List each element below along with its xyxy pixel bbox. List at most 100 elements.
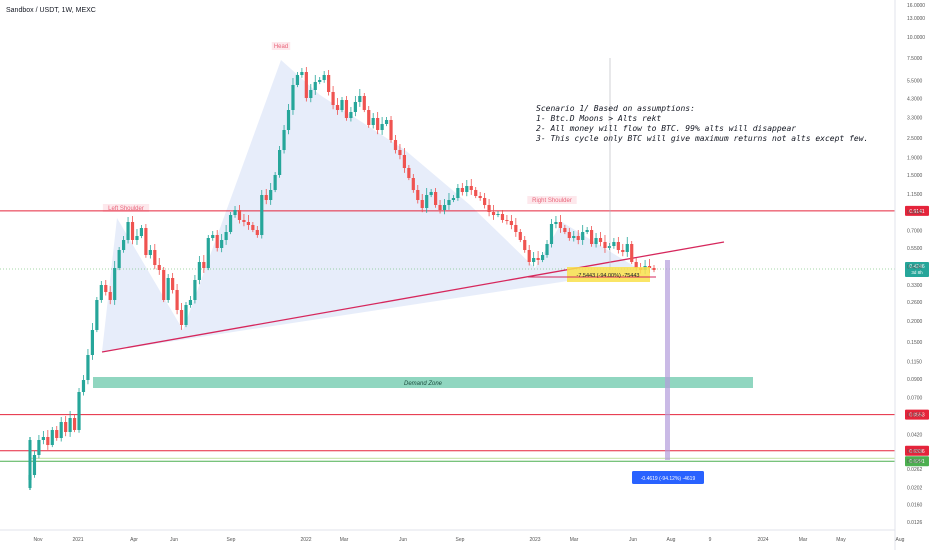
- current-price-label: 0.4246: [909, 264, 925, 270]
- candle-body: [41, 437, 45, 440]
- pattern-label: Left Shoulder: [108, 206, 144, 212]
- time-tick-label: Sep: [456, 537, 465, 543]
- price-tick-label: 0.5500: [907, 246, 923, 252]
- candle-body: [211, 235, 215, 238]
- candle-body: [269, 190, 273, 200]
- price-tick-label: 0.4246: [907, 265, 923, 271]
- candle-body: [527, 250, 531, 262]
- price-tick-label: 16.0000: [907, 3, 925, 9]
- candle-body: [55, 430, 59, 438]
- candle-body: [420, 200, 424, 208]
- price-tick-label: 0.0553: [907, 413, 923, 419]
- candle-body: [327, 75, 331, 92]
- candle-body: [32, 455, 37, 475]
- candle-body: [331, 92, 335, 105]
- price-tick-label: 3.3000: [907, 116, 923, 122]
- candle-body: [309, 90, 313, 98]
- demand-zone-label: Demand Zone: [404, 381, 443, 387]
- candle-body: [233, 210, 237, 215]
- candle-body: [576, 236, 580, 240]
- candle-body: [171, 278, 175, 290]
- price-tick-label: 0.0202: [907, 486, 923, 492]
- candle-body: [224, 232, 228, 240]
- time-tick-label: Aug: [896, 537, 905, 543]
- pattern-label-bg: [271, 42, 291, 50]
- time-tick-label: Jun: [170, 537, 178, 543]
- candle-body: [126, 222, 130, 240]
- candle-body: [532, 258, 536, 262]
- measure-box-2: [632, 471, 704, 484]
- measure-box-1: [567, 267, 650, 282]
- candle-body: [447, 200, 451, 205]
- candle-body: [130, 222, 135, 240]
- candle-body: [246, 222, 250, 225]
- candle-body: [478, 196, 482, 198]
- candle-body: [340, 100, 344, 110]
- price-tick-label: 0.7000: [907, 228, 923, 234]
- candle-body: [197, 262, 201, 280]
- candle-body: [474, 190, 478, 196]
- time-tick-label: 2022: [300, 537, 311, 543]
- candle-body: [113, 268, 117, 300]
- candle-body: [202, 262, 206, 268]
- demand-zone: [93, 377, 753, 388]
- candle-body: [59, 422, 63, 438]
- candle-body: [398, 150, 402, 155]
- candle-body: [242, 220, 246, 222]
- candle-body: [153, 250, 157, 265]
- candle-body: [135, 236, 139, 240]
- candle-body: [50, 430, 54, 445]
- candle-body: [264, 195, 268, 200]
- candle-body: [500, 214, 505, 220]
- candle-body: [148, 250, 152, 255]
- candle-body: [563, 228, 567, 232]
- price-tick-label: 0.3300: [907, 283, 923, 289]
- candle-body: [295, 75, 300, 85]
- candle-body: [278, 150, 282, 175]
- price-tick-label: 0.0900: [907, 377, 923, 383]
- candle-body: [353, 102, 357, 112]
- candle-body: [99, 285, 103, 300]
- price-tick-label: 13.0000: [907, 16, 925, 22]
- candle-body: [37, 440, 41, 455]
- candle-body: [603, 242, 607, 248]
- candle-body: [122, 240, 126, 250]
- candle-body: [402, 155, 406, 168]
- pattern-fill: [102, 60, 640, 352]
- price-tick-label: 0.0420: [907, 433, 923, 439]
- candle-body: [291, 85, 295, 110]
- candle-body: [157, 265, 161, 270]
- candle-body: [367, 110, 371, 125]
- candle-body: [514, 225, 518, 232]
- candle-body: [300, 72, 304, 75]
- measure-label-1: -7.5443 (-94.00%) -75443: [577, 273, 640, 279]
- candle-body: [68, 418, 72, 432]
- candle-body: [581, 232, 585, 240]
- level-price-tag: [905, 205, 929, 216]
- candle-body: [166, 278, 170, 300]
- price-tick-label: 0.0160: [907, 503, 923, 509]
- candle-body: [540, 255, 545, 260]
- candle-body: [64, 422, 68, 432]
- candle-body: [590, 230, 594, 244]
- candle-body: [90, 330, 94, 355]
- candle-body: [237, 210, 242, 220]
- price-tick-label: 5.5000: [907, 79, 923, 85]
- candle-body: [282, 130, 286, 150]
- level-price-label: 0.0336: [909, 449, 925, 455]
- candle-body: [193, 280, 197, 300]
- time-tick-label: Mar: [570, 537, 579, 543]
- candle-body: [380, 124, 384, 130]
- price-tick-label: 0.1500: [907, 340, 923, 346]
- candle-body: [95, 300, 99, 330]
- candle-body: [322, 75, 326, 80]
- measure-bar-2: [665, 260, 670, 460]
- time-tick-label: 2021: [72, 537, 83, 543]
- price-tick-label: 0.0336: [907, 449, 923, 455]
- candle-body: [411, 178, 415, 190]
- candle-body: [585, 230, 589, 232]
- candle-body: [491, 212, 496, 215]
